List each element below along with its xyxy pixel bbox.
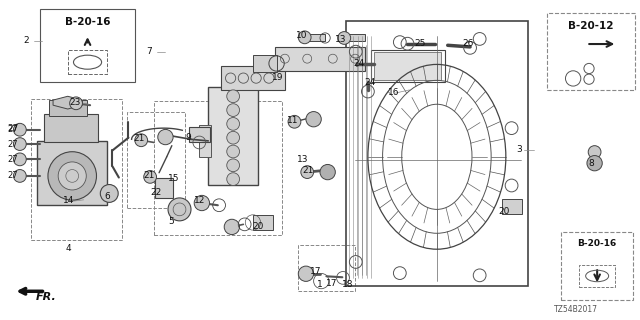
Circle shape: [320, 164, 335, 180]
Bar: [44, 114, 99, 142]
Bar: [189, 127, 209, 142]
Circle shape: [144, 171, 157, 183]
Text: 20: 20: [252, 222, 264, 231]
Bar: [40, 9, 135, 82]
Text: 13: 13: [335, 35, 347, 44]
Text: FR.: FR.: [36, 292, 56, 302]
Text: 15: 15: [168, 174, 179, 183]
Text: 18: 18: [342, 280, 353, 289]
Text: 16: 16: [388, 88, 399, 97]
Bar: [547, 13, 635, 90]
Text: B-20-16: B-20-16: [65, 17, 110, 27]
Circle shape: [588, 146, 601, 158]
Text: 21: 21: [134, 134, 145, 143]
Circle shape: [227, 131, 239, 144]
Circle shape: [288, 116, 301, 128]
Circle shape: [227, 159, 239, 172]
Text: 4: 4: [66, 244, 72, 253]
Circle shape: [168, 198, 191, 221]
Bar: [154, 101, 282, 235]
Bar: [346, 35, 365, 42]
Text: 6: 6: [104, 191, 110, 201]
Text: 17: 17: [310, 267, 321, 276]
Bar: [374, 52, 442, 80]
Text: 11: 11: [287, 116, 298, 125]
Circle shape: [194, 196, 209, 211]
Text: 23: 23: [70, 98, 81, 107]
Bar: [221, 66, 285, 90]
Text: 24: 24: [354, 59, 365, 68]
Circle shape: [301, 166, 314, 179]
Text: 21: 21: [144, 171, 155, 180]
Bar: [49, 100, 87, 116]
Bar: [253, 55, 277, 72]
Circle shape: [227, 173, 239, 186]
Text: 27: 27: [7, 125, 18, 134]
Text: B-20-16: B-20-16: [577, 239, 617, 248]
Text: 27: 27: [7, 172, 18, 180]
Circle shape: [100, 185, 118, 202]
Text: 26: 26: [463, 39, 474, 48]
Bar: [208, 87, 258, 186]
Bar: [156, 178, 173, 197]
Bar: [346, 21, 527, 286]
Circle shape: [224, 219, 239, 235]
Bar: [127, 112, 184, 208]
Bar: [579, 265, 615, 287]
Bar: [68, 50, 107, 74]
Text: 13: 13: [297, 155, 308, 164]
Text: 9: 9: [185, 132, 191, 141]
Bar: [37, 141, 108, 204]
Text: 3: 3: [516, 145, 522, 154]
Circle shape: [135, 134, 148, 147]
Bar: [371, 50, 445, 82]
Bar: [253, 215, 273, 230]
Text: 27: 27: [7, 140, 18, 148]
Circle shape: [13, 123, 26, 136]
Circle shape: [306, 112, 321, 127]
Text: 21: 21: [302, 166, 314, 175]
Circle shape: [298, 266, 314, 281]
Bar: [275, 47, 365, 71]
Circle shape: [227, 90, 239, 103]
Circle shape: [13, 138, 26, 150]
Circle shape: [338, 32, 351, 44]
Text: 17: 17: [326, 279, 338, 288]
Text: 27: 27: [7, 124, 19, 133]
Bar: [502, 199, 522, 214]
Text: 8: 8: [588, 159, 594, 168]
Text: 10: 10: [296, 31, 307, 40]
Text: 14: 14: [63, 196, 75, 205]
Circle shape: [13, 170, 26, 182]
Text: 5: 5: [168, 217, 174, 226]
Text: 20: 20: [499, 207, 510, 216]
Circle shape: [227, 104, 239, 116]
Bar: [31, 100, 122, 240]
Bar: [298, 245, 355, 291]
Text: 25: 25: [415, 39, 426, 48]
Bar: [198, 125, 211, 157]
Text: 2: 2: [24, 36, 29, 45]
Circle shape: [227, 145, 239, 158]
Circle shape: [227, 117, 239, 130]
Text: TZ54B2017: TZ54B2017: [554, 305, 598, 314]
Bar: [306, 35, 325, 42]
Circle shape: [48, 152, 97, 200]
Circle shape: [58, 162, 86, 190]
Text: 7: 7: [147, 47, 152, 56]
Text: 27: 27: [7, 155, 18, 164]
Bar: [561, 232, 633, 300]
Text: 19: 19: [272, 73, 284, 82]
Polygon shape: [53, 96, 83, 109]
Circle shape: [13, 153, 26, 166]
Text: 12: 12: [193, 196, 205, 205]
Text: 22: 22: [150, 188, 161, 197]
Circle shape: [158, 129, 173, 145]
Text: 24: 24: [365, 78, 376, 87]
Text: 1: 1: [317, 280, 323, 289]
Text: B-20-12: B-20-12: [568, 21, 614, 31]
Circle shape: [70, 97, 83, 110]
Circle shape: [587, 156, 602, 171]
Circle shape: [298, 31, 311, 44]
